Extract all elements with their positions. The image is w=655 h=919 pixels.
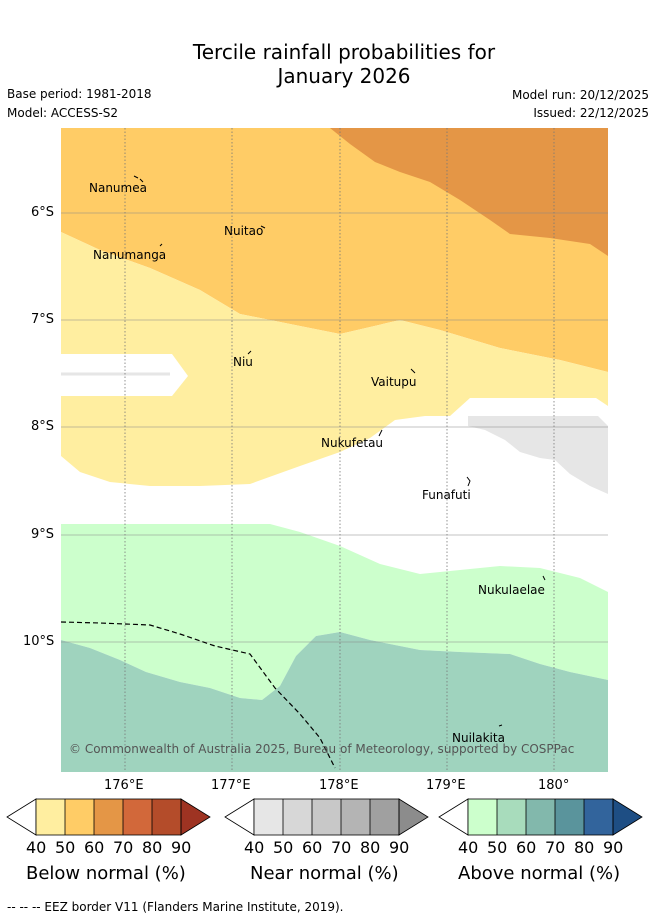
lat-label-8s: 8°S	[31, 419, 55, 434]
eez-border-line	[60, 621, 336, 769]
colorbar-near-swatch-70-80	[341, 799, 370, 835]
colorbar-below-normal	[6, 798, 211, 836]
place-label-nanumea: Nanumea	[89, 181, 147, 195]
place-label-niu: Niu	[233, 355, 253, 369]
island-funafuti-shape	[466, 476, 471, 487]
lon-label-178e: 178°E	[319, 778, 359, 793]
colorbar-near-min-arrow	[224, 798, 255, 836]
lon-label-179e: 179°E	[426, 778, 466, 793]
above-normal-title: Above normal (%)	[458, 863, 621, 884]
colorbar-above-normal	[438, 798, 643, 836]
colorbar-above-swatch-40-50	[468, 799, 497, 835]
colorbar-below-swatch-40-50	[36, 799, 65, 835]
colorbar-below-swatch-50-60	[65, 799, 94, 835]
colorbar-below-swatch-70-80	[123, 799, 152, 835]
lat-label-9s: 9°S	[31, 527, 55, 542]
colorbar-below-min-arrow	[6, 798, 37, 836]
latitude-gridlines	[61, 212, 608, 643]
above-tick-60: 60	[516, 838, 537, 857]
near-tick-50: 50	[273, 838, 294, 857]
colorbar-above-swatch-50-60	[497, 799, 526, 835]
above-tick-90: 90	[603, 838, 624, 857]
colorbar-near-normal	[224, 798, 429, 836]
longitude-gridlines	[124, 128, 555, 772]
island-nanumea-shape	[133, 175, 144, 183]
above-normal-50-60-zone	[61, 632, 608, 772]
below-normal-40-50-zone	[61, 232, 608, 486]
island-nuitao-shape	[260, 225, 266, 229]
colorbar-near-swatch-50-60	[283, 799, 312, 835]
lat-label-6s: 6°S	[31, 205, 55, 220]
model-run-date: Model run: 20/12/2025	[511, 88, 649, 102]
below-tick-50: 50	[55, 838, 76, 857]
place-label-vaitupu: Vaitupu	[371, 375, 417, 389]
island-nukufetau-shape	[378, 429, 383, 437]
near-tick-80: 80	[360, 838, 381, 857]
near-normal-title: Near normal (%)	[250, 863, 399, 884]
above-tick-70: 70	[545, 838, 566, 857]
copyright-notice: © Commonwealth of Australia 2025, Bureau…	[69, 742, 575, 756]
colorbar-near-swatch-80-90	[370, 799, 399, 835]
below-normal-title: Below normal (%)	[26, 863, 186, 884]
place-label-nukulaelae: Nukulaelae	[478, 583, 545, 597]
above-tick-40: 40	[458, 838, 479, 857]
lon-label-180: 180°	[538, 778, 570, 793]
above-tick-80: 80	[574, 838, 595, 857]
colorbar-below-swatch-80-90	[152, 799, 181, 835]
colorbar-above-swatch-60-70	[526, 799, 555, 835]
above-normal-40-50-zone	[61, 524, 608, 700]
above-tick-50: 50	[487, 838, 508, 857]
below-tick-90: 90	[171, 838, 192, 857]
near-tick-70: 70	[331, 838, 352, 857]
below-normal-60-70-zone	[330, 128, 608, 256]
island-vaitupu-shape	[410, 368, 416, 374]
near-tick-90: 90	[389, 838, 410, 857]
below-tick-40: 40	[26, 838, 47, 857]
chart-title: Tercile rainfall probabilities for Janua…	[0, 40, 655, 88]
colorbar-below-max-arrow	[180, 798, 211, 836]
island-niu-shape	[247, 350, 252, 355]
colorbar-near-max-arrow	[398, 798, 429, 836]
colorbar-above-max-arrow	[612, 798, 643, 836]
place-label-nukufetau: Nukufetau	[321, 436, 384, 450]
colorbar-above-swatch-70-80	[555, 799, 584, 835]
near-normal-40-50-zone	[468, 416, 608, 494]
lat-label-10s: 10°S	[23, 634, 55, 649]
island-nukulaelae-shape	[542, 575, 546, 581]
below-tick-60: 60	[84, 838, 105, 857]
place-label-funafuti: Funafuti	[422, 488, 471, 502]
model-name: Model: ACCESS-S2	[7, 106, 119, 120]
near-tick-40: 40	[244, 838, 265, 857]
near-tick-60: 60	[302, 838, 323, 857]
colorbar-above-min-arrow	[438, 798, 469, 836]
eez-border-footnote: -- -- -- EEZ border V11 (Flanders Marine…	[7, 900, 344, 914]
place-label-nuitao: Nuitao	[224, 224, 264, 238]
colorbar-above-swatch-80-90	[584, 799, 613, 835]
island-nuilakita-shape	[498, 724, 503, 727]
islands	[133, 175, 546, 727]
base-period: Base period: 1981-2018	[7, 87, 152, 101]
place-label-nanumanga: Nanumanga	[93, 248, 167, 262]
below-tick-80: 80	[142, 838, 163, 857]
colorbar-below-swatch-60-70	[94, 799, 123, 835]
colorbar-near-swatch-40-50	[254, 799, 283, 835]
lon-label-176e: 176°E	[104, 778, 144, 793]
title-line-2: January 2026	[277, 64, 411, 88]
island-nanumanga-shape	[159, 243, 163, 247]
title-line-1: Tercile rainfall probabilities for	[192, 40, 496, 64]
below-tick-70: 70	[113, 838, 134, 857]
place-label-nuilakita: Nuilakita	[452, 731, 505, 745]
lat-label-7s: 7°S	[31, 312, 55, 327]
lon-label-177e: 177°E	[211, 778, 251, 793]
issued-date: Issued: 22/12/2025	[533, 106, 649, 120]
colorbar-near-swatch-60-70	[312, 799, 341, 835]
